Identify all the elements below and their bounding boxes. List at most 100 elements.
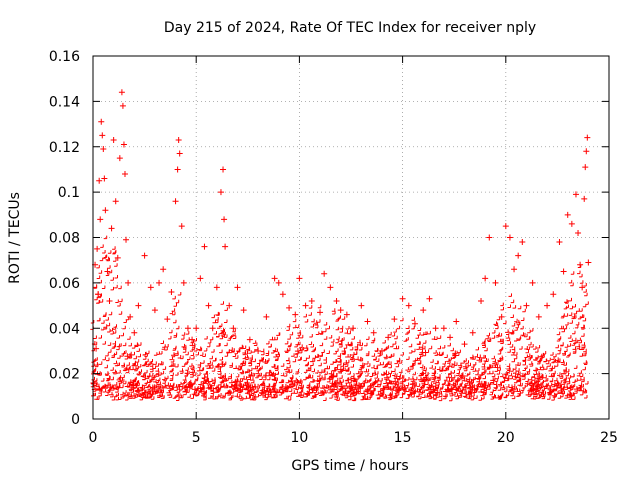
data-point xyxy=(275,279,282,286)
data-point xyxy=(263,313,270,320)
x-tick-label: 25 xyxy=(600,430,618,446)
data-point xyxy=(411,320,418,327)
data-point xyxy=(515,252,522,259)
data-point xyxy=(523,302,530,309)
data-point xyxy=(399,295,406,302)
data-point xyxy=(93,345,100,352)
data-points xyxy=(92,89,592,354)
y-tick-label: 0.12 xyxy=(49,140,80,156)
data-point xyxy=(255,347,262,354)
data-point xyxy=(101,175,108,182)
data-point xyxy=(440,325,447,332)
data-point xyxy=(193,325,200,332)
data-point xyxy=(581,195,588,202)
data-point xyxy=(221,216,228,223)
data-point xyxy=(147,284,154,291)
data-point xyxy=(217,189,224,196)
y-tick-label: 0 xyxy=(71,412,80,428)
data-point xyxy=(127,313,134,320)
data-point xyxy=(461,341,468,348)
data-point xyxy=(112,198,119,205)
data-point xyxy=(432,325,439,332)
data-point xyxy=(292,311,299,318)
data-point xyxy=(160,266,167,273)
data-point xyxy=(125,279,132,286)
data-point xyxy=(296,275,303,282)
data-point xyxy=(197,275,204,282)
data-point xyxy=(118,89,125,96)
data-point xyxy=(486,234,493,241)
data-point xyxy=(174,166,181,173)
data-point xyxy=(426,295,433,302)
data-point xyxy=(327,284,334,291)
data-point xyxy=(95,291,102,298)
data-point xyxy=(568,220,575,227)
data-point xyxy=(577,261,584,268)
data-point xyxy=(556,239,563,246)
data-point xyxy=(102,207,109,214)
data-point xyxy=(104,268,111,275)
data-point xyxy=(94,245,101,252)
x-tick-label: 0 xyxy=(89,430,98,446)
data-point xyxy=(189,336,196,343)
data-point xyxy=(308,298,315,305)
data-point xyxy=(178,223,185,230)
y-tick-label: 0.04 xyxy=(49,321,80,337)
data-point xyxy=(420,307,427,314)
data-point xyxy=(575,229,582,236)
data-point xyxy=(502,223,509,230)
data-point xyxy=(119,102,126,109)
data-point xyxy=(100,146,107,153)
data-point xyxy=(209,325,216,332)
data-point xyxy=(213,284,220,291)
data-point xyxy=(97,216,104,223)
data-point xyxy=(110,136,117,143)
data-point xyxy=(121,170,128,177)
data-point xyxy=(96,177,103,184)
data-point xyxy=(544,302,551,309)
data-point xyxy=(506,234,513,241)
y-tick-label: 0.06 xyxy=(49,276,80,292)
x-tick-label: 15 xyxy=(394,430,412,446)
data-point xyxy=(172,198,179,205)
data-point xyxy=(131,329,138,336)
grid-lines xyxy=(93,56,609,419)
data-point xyxy=(156,279,163,286)
data-point xyxy=(302,302,309,309)
data-point xyxy=(560,268,567,275)
data-point xyxy=(564,211,571,218)
data-point xyxy=(184,325,191,332)
y-tick-label: 0.14 xyxy=(49,94,80,110)
data-point xyxy=(385,334,392,341)
data-point xyxy=(535,313,542,320)
data-point xyxy=(164,316,171,323)
x-tick-label: 10 xyxy=(290,430,308,446)
data-point xyxy=(582,164,589,171)
data-point xyxy=(378,347,385,354)
x-tick-label: 5 xyxy=(192,430,201,446)
data-point xyxy=(205,302,212,309)
data-point xyxy=(317,309,324,316)
data-point xyxy=(175,136,182,143)
data-point xyxy=(151,307,158,314)
point-cloud-path xyxy=(90,235,589,402)
data-point xyxy=(358,302,365,309)
data-point xyxy=(226,302,233,309)
y-tick-label: 0.02 xyxy=(49,367,80,383)
data-point xyxy=(279,291,286,298)
data-point xyxy=(176,150,183,157)
data-point xyxy=(343,311,350,318)
data-point xyxy=(492,279,499,286)
data-point xyxy=(271,275,278,282)
data-point xyxy=(116,155,123,162)
data-point xyxy=(498,313,505,320)
y-tick-label: 0.16 xyxy=(49,49,80,65)
data-point xyxy=(135,302,142,309)
x-tick-labels: 0 5 10 15 20 25 xyxy=(89,430,618,446)
y-tick-labels: 0 0.02 0.04 0.06 0.08 0.1 0.12 0.14 0.16 xyxy=(49,49,80,428)
data-point xyxy=(478,298,485,305)
data-point xyxy=(482,275,489,282)
y-tick-label: 0.08 xyxy=(49,231,80,247)
data-point xyxy=(583,148,590,155)
data-point xyxy=(550,291,557,298)
